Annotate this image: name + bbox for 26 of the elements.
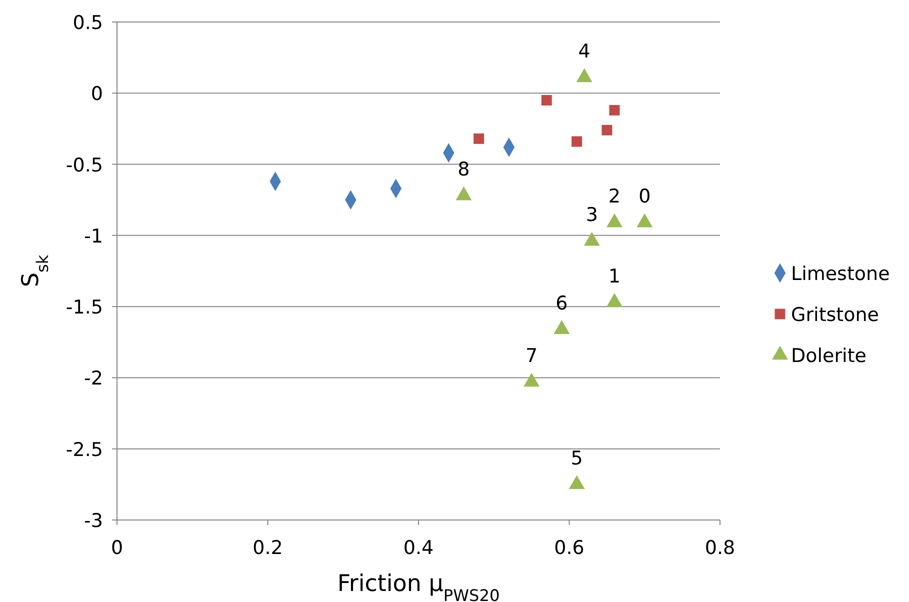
y-tick-label: -0.5 xyxy=(66,154,103,176)
x-tick-label: 0.8 xyxy=(704,537,736,559)
annotation: 3 xyxy=(586,204,598,226)
y-tick-label: 0 xyxy=(90,83,103,106)
annotation: 5 xyxy=(570,447,583,470)
annotation: 8 xyxy=(458,158,470,181)
y-tick-label: -3 xyxy=(84,510,103,532)
x-tick-label: 0.6 xyxy=(554,537,584,559)
annotation: 6 xyxy=(556,292,568,314)
x-tick-label: 0.2 xyxy=(252,537,283,559)
annotation: 0 xyxy=(638,186,651,208)
legend-label: Gritstone xyxy=(791,304,879,326)
annotation: 2 xyxy=(608,186,621,208)
annotation: 4 xyxy=(578,40,590,62)
y-tick-label: -1.5 xyxy=(66,296,103,319)
y-tick-label: -1 xyxy=(84,225,103,248)
legend-label: Dolerite xyxy=(791,345,866,367)
y-tick-label: -2.5 xyxy=(66,438,103,461)
x-axis-title: Friction μ$_{PWS20}$ xyxy=(337,571,500,602)
annotation: 7 xyxy=(526,344,538,367)
x-tick-label: 0 xyxy=(110,537,124,559)
y-tick-label: 0.5 xyxy=(72,12,103,34)
legend-label: Limestone xyxy=(791,263,890,285)
x-tick-label: 0.4 xyxy=(403,537,434,559)
annotation: 1 xyxy=(608,265,621,288)
y-tick-label: -2 xyxy=(84,368,103,390)
